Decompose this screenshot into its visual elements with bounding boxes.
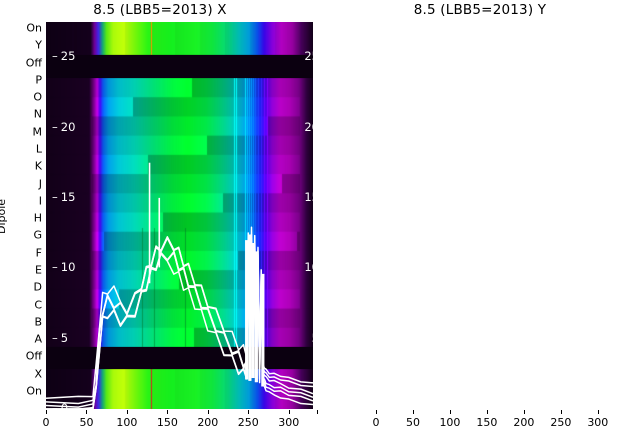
inner-y-tick-label-right: 25 bbox=[304, 49, 313, 64]
x-tick-label: 150 bbox=[156, 416, 178, 429]
x-tick-label: 200 bbox=[197, 416, 219, 429]
y-axis-label: Dipole bbox=[0, 198, 9, 235]
x-tick-label: 100 bbox=[439, 416, 461, 429]
x-tick-mark bbox=[412, 410, 414, 414]
trace-line bbox=[46, 233, 313, 405]
trace-line bbox=[46, 237, 313, 408]
x-tick-label: 300 bbox=[587, 416, 609, 429]
x-tick-mark bbox=[317, 410, 318, 414]
x-tick-label: 300 bbox=[278, 416, 300, 429]
y-category-label: O bbox=[33, 90, 42, 104]
x-tick-mark bbox=[46, 410, 47, 414]
x-tick-mark bbox=[288, 410, 290, 414]
inner-y-tick-label: 20 bbox=[52, 120, 76, 134]
inner-y-tick-label: 25 bbox=[52, 49, 76, 63]
y-category-label: On bbox=[26, 21, 42, 35]
y-category-label: On bbox=[26, 384, 42, 398]
y-category-label: G bbox=[33, 228, 42, 242]
trace-overlay-x bbox=[46, 162, 313, 409]
x-tick-mark bbox=[486, 410, 488, 414]
x-tick-label: 0 bbox=[42, 416, 50, 429]
inner-y-tick-label: 5 bbox=[52, 331, 68, 345]
x-tick-label: 50 bbox=[405, 416, 420, 429]
y-category-label: A bbox=[34, 332, 42, 346]
trace-line bbox=[46, 240, 313, 409]
y-category-label: Off bbox=[25, 56, 42, 70]
y-category-label: F bbox=[35, 246, 42, 260]
y-category-label: M bbox=[32, 125, 43, 139]
heatmap-x[interactable]: 0 5 10 15 20 25 5 10 15 20 25 bbox=[46, 22, 313, 409]
y-category-label: D bbox=[33, 280, 42, 294]
panel-title-y: 8.5 (LBB5=2013) Y bbox=[413, 2, 547, 18]
x-tick-mark bbox=[86, 410, 88, 414]
y-category-label: I bbox=[38, 194, 42, 208]
y-category-label: L bbox=[35, 142, 42, 156]
y-category-label: K bbox=[34, 159, 42, 173]
x-tick-mark bbox=[523, 410, 525, 414]
x-tick-mark bbox=[597, 410, 599, 414]
off-band-top-x bbox=[46, 55, 313, 78]
inner-y-tick-label: 15 bbox=[52, 190, 76, 204]
panel-title-x: 8.5 (LBB5=2013) X bbox=[93, 2, 227, 18]
y-category-label: P bbox=[35, 73, 42, 87]
x-tick-label: 100 bbox=[116, 416, 138, 429]
inner-y-tick-label-right: 15 bbox=[304, 189, 313, 204]
x-tick-label: 250 bbox=[237, 416, 259, 429]
x-tick-mark bbox=[207, 410, 209, 414]
x-tick-label: 50 bbox=[79, 416, 94, 429]
y-category-label: X bbox=[34, 367, 42, 381]
x-tick-label: 200 bbox=[513, 416, 535, 429]
inner-y-tick-label-right: 10 bbox=[304, 260, 313, 275]
heatmap-image-x bbox=[46, 22, 313, 409]
heatmap-canvas bbox=[46, 22, 313, 409]
panel-x: 8.5 (LBB5=2013) X Dipole 0 5 10 15 20 25 5 10 1… bbox=[0, 0, 320, 440]
y-category-label: Off bbox=[25, 349, 42, 363]
inner-y-tick-label-right: 20 bbox=[304, 119, 313, 134]
x-tick-mark bbox=[248, 410, 250, 414]
x-tick-mark bbox=[449, 410, 451, 414]
x-tick-label: 0 bbox=[372, 416, 380, 429]
x-tick-mark bbox=[126, 410, 128, 414]
x-tick-label: 250 bbox=[550, 416, 572, 429]
x-tick-label: 150 bbox=[476, 416, 498, 429]
inner-y-tick-label: 10 bbox=[52, 260, 76, 274]
y-category-label: C bbox=[34, 298, 42, 312]
trace-line bbox=[46, 226, 313, 399]
panel-y: 8.5 (LBB5=2013) Y 0510152025 OnYOffPONML… bbox=[320, 0, 640, 440]
x-tick-mark bbox=[376, 410, 377, 414]
y-category-label: N bbox=[33, 107, 42, 121]
x-tick-mark bbox=[560, 410, 562, 414]
y-category-label: H bbox=[33, 211, 42, 225]
y-category-label: E bbox=[35, 263, 42, 277]
trace-line bbox=[46, 248, 313, 409]
inner-y-tick-label: 0 bbox=[52, 401, 68, 409]
x-tick-mark bbox=[167, 410, 169, 414]
y-category-label: B bbox=[34, 315, 42, 329]
y-category-label: J bbox=[38, 177, 42, 191]
y-category-label: Y bbox=[35, 38, 42, 52]
inner-y-tick-label-right: 5 bbox=[312, 331, 313, 345]
